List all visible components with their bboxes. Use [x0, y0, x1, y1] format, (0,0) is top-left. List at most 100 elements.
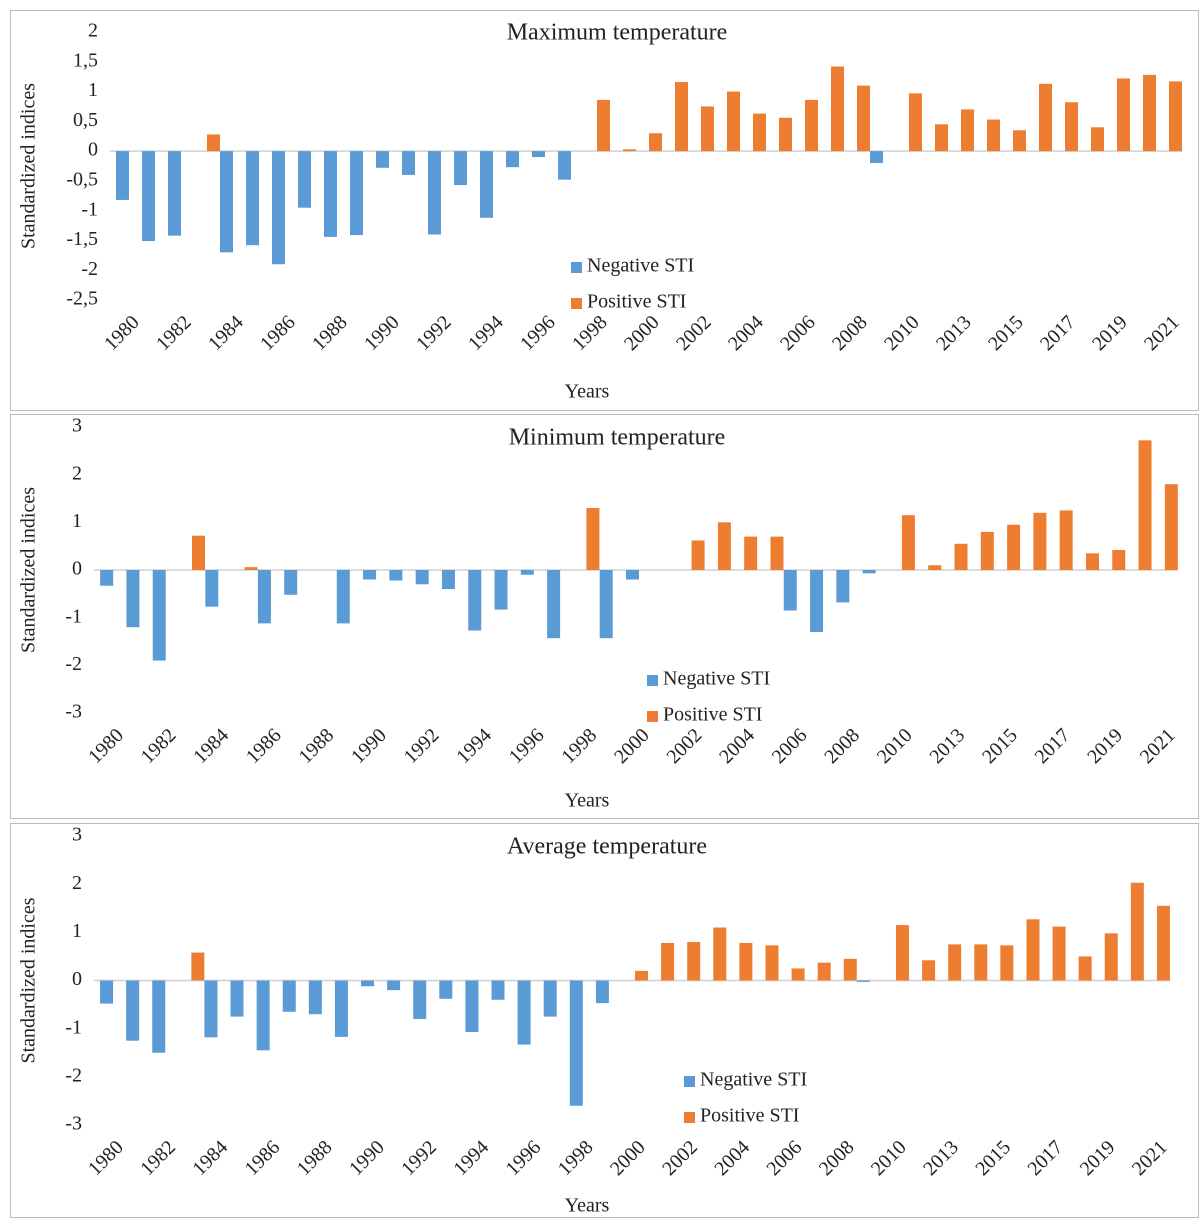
bar [152, 980, 166, 1053]
x-tick-label: 2019 [1088, 311, 1132, 355]
bar [324, 151, 337, 237]
bar [1091, 127, 1104, 152]
bar [1065, 102, 1078, 152]
x-tick-label: 1990 [347, 724, 391, 768]
x-tick-label: 1998 [557, 724, 601, 768]
x-tick-label: 1990 [345, 1136, 389, 1180]
bar [454, 151, 467, 186]
bar [389, 570, 403, 581]
bar [1039, 83, 1052, 152]
bar [980, 531, 994, 570]
bar [336, 570, 350, 624]
bar [1085, 553, 1099, 570]
bar [1156, 905, 1170, 981]
bar [661, 942, 675, 981]
bar [783, 570, 797, 611]
x-tick-label: 1992 [397, 1136, 441, 1180]
y-axis-label: Standardized indices [18, 83, 40, 249]
x-tick-label: 2010 [873, 724, 917, 768]
chart-frame [10, 10, 1199, 411]
x-tick-label: 2004 [715, 724, 759, 768]
bar [909, 93, 922, 152]
y-tick-label: 1 [88, 79, 98, 101]
x-tick-label: 2008 [815, 1136, 859, 1180]
y-axis-label: Standardized indices [18, 897, 40, 1063]
x-tick-label: 2013 [919, 1136, 963, 1180]
bar [753, 113, 766, 152]
y-tick-label: 2 [72, 872, 82, 894]
legend-swatch [647, 711, 658, 722]
y-tick-label: -1 [65, 1016, 82, 1038]
legend-swatch [571, 298, 582, 309]
bar [961, 109, 974, 152]
bar [856, 980, 870, 982]
x-tick-label: 2002 [663, 724, 707, 768]
bar [928, 565, 942, 570]
x-tick-label: 2000 [620, 311, 664, 355]
bar [1164, 484, 1178, 570]
bar [831, 66, 844, 152]
legend-swatch [684, 1112, 695, 1123]
bar [376, 151, 389, 168]
y-tick-label: 0 [72, 968, 82, 990]
bar [901, 515, 915, 570]
x-tick-label: 1996 [505, 724, 549, 768]
y-tick-label: 1 [72, 510, 82, 532]
y-tick-label: 1,5 [73, 49, 98, 71]
bar [506, 151, 519, 168]
y-tick-label: 3 [72, 824, 82, 846]
x-tick-label: 1984 [188, 1136, 232, 1180]
x-tick-label: 1988 [293, 1136, 337, 1180]
bar [298, 151, 311, 208]
chart-frame [10, 823, 1199, 1218]
bar [1117, 78, 1130, 152]
bar [1130, 882, 1144, 981]
x-tick-label: 2013 [925, 724, 969, 768]
bar [713, 927, 727, 981]
bar [935, 124, 948, 152]
x-tick-label: 2017 [1031, 724, 1075, 768]
bar [441, 570, 455, 590]
x-tick-label: 1980 [84, 1136, 128, 1180]
bar [675, 82, 688, 152]
y-tick-label: -2 [65, 653, 82, 675]
bar [152, 570, 166, 661]
x-tick-label: 1998 [554, 1136, 598, 1180]
bar [1026, 919, 1040, 981]
bar [691, 540, 705, 570]
legend-label: Positive STI [587, 291, 686, 313]
x-tick-label: 1990 [360, 311, 404, 355]
bar [428, 151, 441, 235]
bar [727, 91, 740, 152]
bar [717, 522, 731, 570]
x-tick-label: 1982 [152, 311, 196, 355]
x-axis-label: Years [565, 1195, 610, 1217]
bar [1112, 549, 1126, 570]
y-tick-label: -2,5 [66, 288, 98, 310]
x-tick-label: 2015 [984, 311, 1028, 355]
x-tick-label: 1998 [568, 311, 612, 355]
x-tick-label: 2006 [776, 311, 820, 355]
legend-swatch [647, 675, 658, 686]
bar [168, 151, 181, 236]
bar [205, 570, 219, 607]
bar [1052, 926, 1066, 981]
x-tick-label: 1986 [242, 724, 286, 768]
bar [402, 151, 415, 175]
y-tick-label: -3 [65, 701, 82, 723]
x-tick-label: 2004 [724, 311, 768, 355]
bar [350, 151, 363, 236]
x-axis-label: Years [565, 381, 610, 403]
bar [635, 970, 648, 981]
bar [100, 980, 114, 1004]
bar [246, 151, 259, 246]
bar [1104, 933, 1118, 981]
x-tick-label: 2002 [672, 311, 716, 355]
y-tick-label: -0,5 [66, 168, 98, 190]
bar [1013, 130, 1026, 152]
x-tick-label: 2006 [768, 724, 812, 768]
bar [791, 968, 805, 981]
bar [191, 952, 205, 981]
x-tick-label: 2010 [880, 311, 924, 355]
bar [843, 958, 857, 981]
